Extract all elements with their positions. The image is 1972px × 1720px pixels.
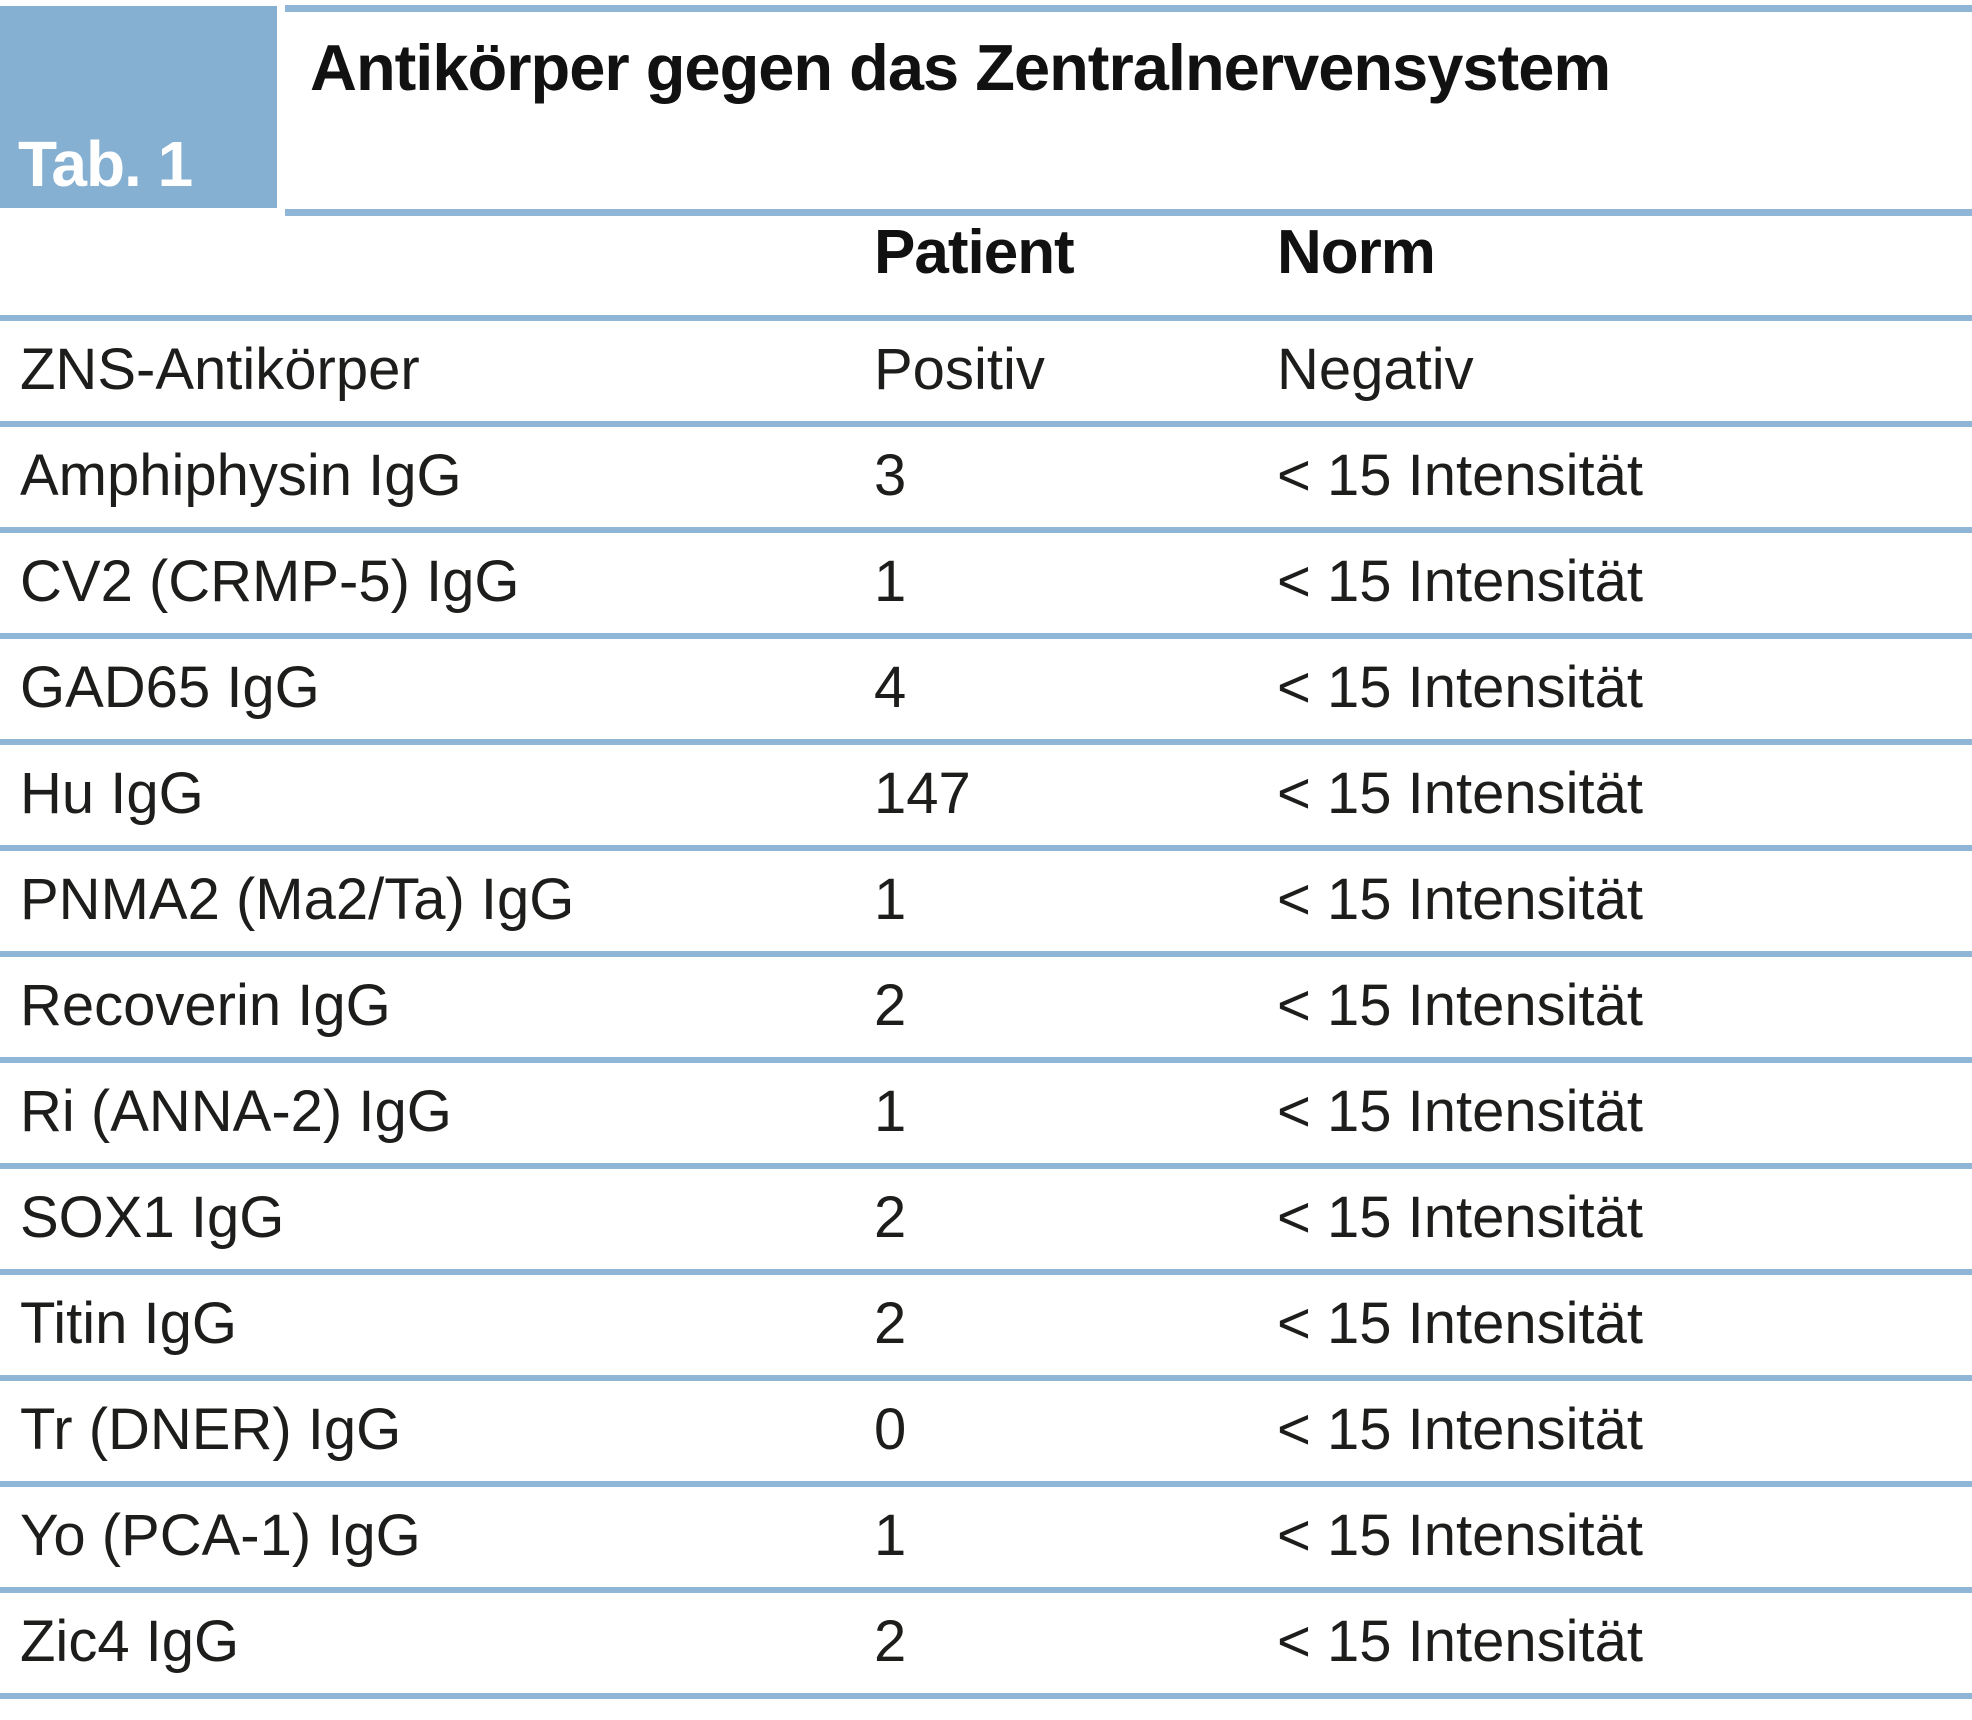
patient-value-cell: 1 — [874, 1502, 907, 1568]
antibody-name-cell: SOX1 IgG — [20, 1184, 285, 1250]
patient-value-cell: 1 — [874, 1078, 907, 1144]
antibody-name-cell: Titin IgG — [20, 1290, 238, 1356]
norm-value-cell: < 15 Intensität — [1277, 1396, 1643, 1462]
table-tag-box: Tab. 1 — [0, 6, 277, 208]
table-row: Hu IgG 147 < 15 Intensität — [0, 745, 1972, 851]
table-row: SOX1 IgG 2 < 15 Intensität — [0, 1169, 1972, 1275]
data-table: ZNS-Antikörper Positiv Negativ Amphiphys… — [0, 315, 1972, 1699]
table-row: GAD65 IgG 4 < 15 Intensität — [0, 639, 1972, 745]
table-row: PNMA2 (Ma2/Ta) IgG 1 < 15 Intensität — [0, 851, 1972, 957]
column-header-norm: Norm — [1277, 218, 1436, 287]
table-row: Yo (PCA-1) IgG 1 < 15 Intensität — [0, 1487, 1972, 1593]
norm-value-cell: < 15 Intensität — [1277, 1184, 1643, 1250]
patient-value-cell: 2 — [874, 1608, 907, 1674]
patient-value-cell: 1 — [874, 866, 907, 932]
table-title: Antikörper gegen das Zentralnervensystem — [310, 31, 1611, 104]
table-row: Recoverin IgG 2 < 15 Intensität — [0, 957, 1972, 1063]
norm-value-cell: < 15 Intensität — [1277, 866, 1643, 932]
column-header-patient: Patient — [874, 218, 1075, 287]
title-band-rule — [285, 209, 1972, 216]
header-bottom-rule — [0, 315, 1972, 321]
norm-value-cell: Negativ — [1277, 336, 1474, 402]
antibody-name-cell: CV2 (CRMP-5) IgG — [20, 548, 520, 614]
norm-value-cell: < 15 Intensität — [1277, 654, 1643, 720]
antibody-name-cell: Hu IgG — [20, 760, 204, 826]
table-row: Tr (DNER) IgG 0 < 15 Intensität — [0, 1381, 1972, 1487]
top-rule — [285, 5, 1972, 12]
antibody-name-cell: Tr (DNER) IgG — [20, 1396, 402, 1462]
patient-value-cell: 2 — [874, 1184, 907, 1250]
norm-value-cell: < 15 Intensität — [1277, 442, 1643, 508]
patient-value-cell: 2 — [874, 972, 907, 1038]
antibody-name-cell: GAD65 IgG — [20, 654, 320, 720]
patient-value-cell: 147 — [874, 760, 971, 826]
table-row: Zic4 IgG 2 < 15 Intensität — [0, 1593, 1972, 1699]
patient-value-cell: 3 — [874, 442, 907, 508]
table-tag-label: Tab. 1 — [18, 128, 193, 200]
norm-value-cell: < 15 Intensität — [1277, 972, 1643, 1038]
antibody-name-cell: Yo (PCA-1) IgG — [20, 1502, 421, 1568]
table-row: Ri (ANNA-2) IgG 1 < 15 Intensität — [0, 1063, 1972, 1169]
table-row: Amphiphysin IgG 3 < 15 Intensität — [0, 427, 1972, 533]
norm-value-cell: < 15 Intensität — [1277, 548, 1643, 614]
patient-value-cell: Positiv — [874, 336, 1045, 402]
table-row: ZNS-Antikörper Positiv Negativ — [0, 321, 1972, 427]
norm-value-cell: < 15 Intensität — [1277, 1290, 1643, 1356]
antibody-name-cell: PNMA2 (Ma2/Ta) IgG — [20, 866, 575, 932]
norm-value-cell: < 15 Intensität — [1277, 1608, 1643, 1674]
antibody-name-cell: ZNS-Antikörper — [20, 336, 420, 402]
norm-value-cell: < 15 Intensität — [1277, 1502, 1643, 1568]
antibody-name-cell: Ri (ANNA-2) IgG — [20, 1078, 452, 1144]
antibody-name-cell: Amphiphysin IgG — [20, 442, 462, 508]
norm-value-cell: < 15 Intensität — [1277, 1078, 1643, 1144]
patient-value-cell: 4 — [874, 654, 907, 720]
patient-value-cell: 1 — [874, 548, 907, 614]
patient-value-cell: 2 — [874, 1290, 907, 1356]
table-row: CV2 (CRMP-5) IgG 1 < 15 Intensität — [0, 533, 1972, 639]
norm-value-cell: < 15 Intensität — [1277, 760, 1643, 826]
patient-value-cell: 0 — [874, 1396, 907, 1462]
table-row: Titin IgG 2 < 15 Intensität — [0, 1275, 1972, 1381]
antibody-name-cell: Recoverin IgG — [20, 972, 391, 1038]
antibody-name-cell: Zic4 IgG — [20, 1608, 240, 1674]
